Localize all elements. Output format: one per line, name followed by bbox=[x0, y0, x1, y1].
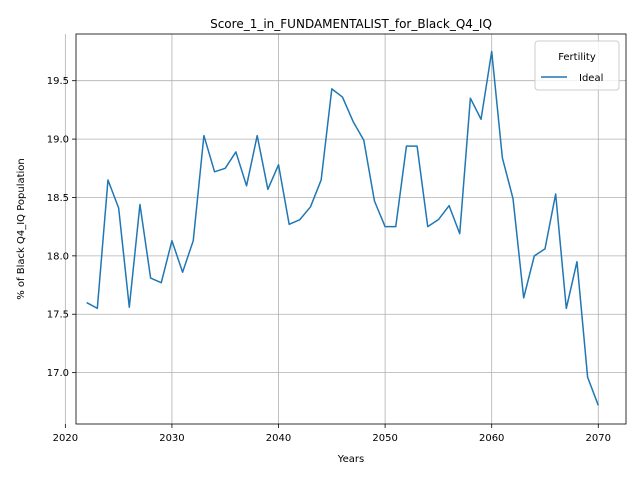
y-tick-label: 18.0 bbox=[47, 251, 69, 262]
plot-frame bbox=[75, 33, 627, 425]
legend-box bbox=[534, 40, 620, 91]
series-line-ideal bbox=[86, 50, 599, 406]
series-layer bbox=[86, 50, 599, 406]
x-axis-ticks: 2020 2030 2040 2050 2060 2070 bbox=[53, 424, 611, 444]
x-tick-label: 2020 bbox=[53, 433, 78, 444]
y-axis-ticks: 17.0 17.5 18.0 18.5 19.0 19.5 bbox=[47, 76, 76, 379]
legend: Fertility Ideal bbox=[534, 40, 620, 91]
x-axis-label: Years bbox=[337, 454, 364, 465]
x-tick-label: 2050 bbox=[372, 433, 397, 444]
y-tick-label: 17.5 bbox=[47, 310, 69, 321]
y-tick-label: 18.5 bbox=[47, 193, 69, 204]
y-tick-label: 19.0 bbox=[47, 135, 69, 146]
legend-title: Fertility bbox=[558, 52, 596, 63]
grid-lines bbox=[64, 34, 626, 424]
x-tick-label: 2030 bbox=[159, 433, 184, 444]
y-tick-label: 17.0 bbox=[47, 368, 69, 379]
x-tick-label: 2070 bbox=[586, 433, 611, 444]
y-axis-label: % of Black Q4_IQ Population bbox=[16, 158, 27, 300]
x-tick-label: 2040 bbox=[266, 433, 291, 444]
chart-title: Score_1_in_FUNDAMENTALIST_for_Black_Q4_I… bbox=[210, 17, 492, 31]
y-tick-label: 19.5 bbox=[47, 76, 69, 87]
x-tick-label: 2060 bbox=[479, 433, 504, 444]
legend-label-ideal: Ideal bbox=[579, 73, 603, 84]
